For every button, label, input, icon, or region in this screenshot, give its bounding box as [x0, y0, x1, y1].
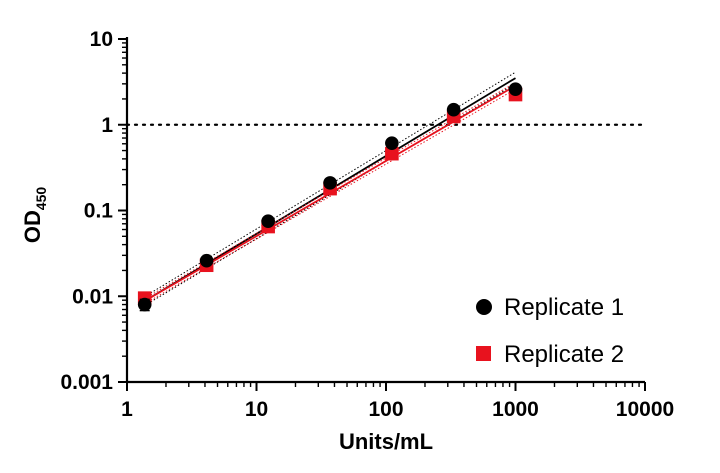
data-points	[137, 82, 523, 312]
legend: Replicate 1 Replicate 2	[476, 294, 624, 368]
data-point-replicate-1	[385, 136, 399, 150]
data-point-replicate-1	[137, 297, 152, 312]
data-point-replicate-1	[323, 176, 337, 190]
legend-item-replicate-2: Replicate 2	[476, 341, 624, 368]
y-axis-title-main: OD	[20, 210, 45, 243]
data-point-replicate-1	[261, 214, 275, 229]
data-point-replicate-1	[446, 102, 461, 117]
data-point-replicate-2	[385, 146, 399, 161]
legend-label-replicate-1: Replicate 1	[504, 294, 624, 321]
data-point-replicate-1	[199, 253, 214, 268]
legend-marker-square	[476, 346, 491, 361]
x-tick-label: 100	[368, 398, 403, 421]
x-tick-label: 10000	[616, 398, 674, 421]
x-tick-label: 1000	[492, 398, 539, 421]
y-tick-label: 10	[90, 28, 113, 51]
y-axis-title-subscript: 450	[33, 187, 49, 211]
data-point-replicate-1	[508, 82, 523, 96]
y-axis-title: OD450	[20, 187, 49, 244]
x-axis-title: Units/mL	[339, 429, 433, 454]
x-tick-label: 1	[121, 398, 133, 421]
legend-item-replicate-1: Replicate 1	[476, 294, 624, 321]
x-tick-label: 10	[245, 398, 268, 421]
legend-marker-circle	[476, 299, 492, 315]
axis-ticks: 1 10 100 1000 10000 0.001 0.01 0.1 1 10	[60, 28, 674, 421]
y-tick-label: 0.01	[72, 285, 113, 308]
legend-label-replicate-2: Replicate 2	[504, 341, 624, 368]
y-tick-label: 0.001	[60, 371, 113, 394]
y-tick-label: 1	[101, 114, 113, 137]
axes	[125, 37, 645, 384]
y-tick-label: 0.1	[84, 200, 114, 223]
